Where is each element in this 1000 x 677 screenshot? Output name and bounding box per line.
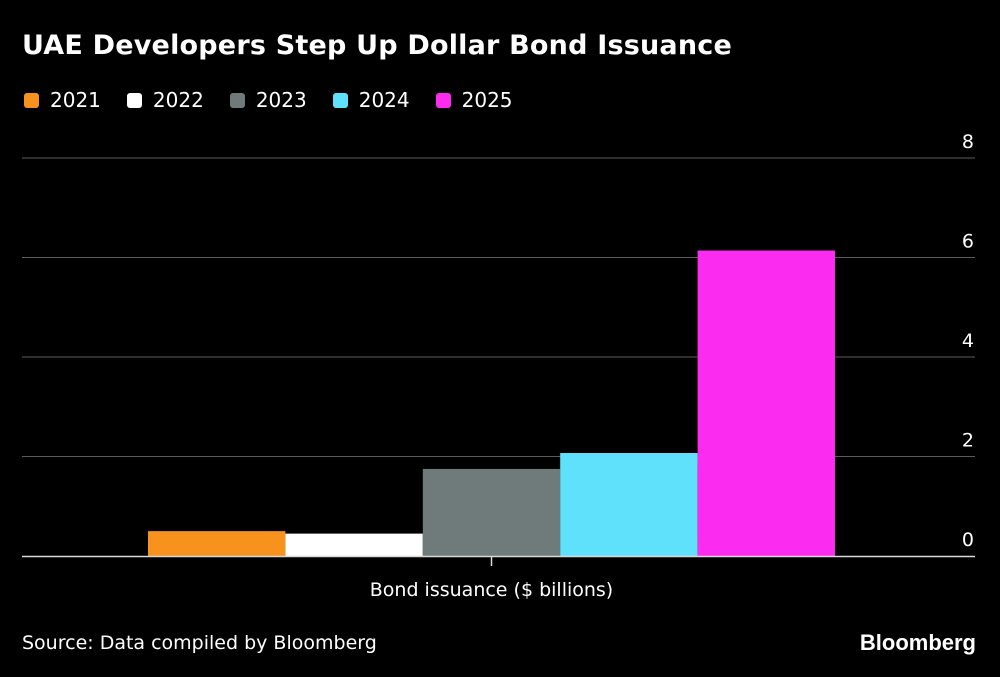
legend-swatch — [229, 92, 245, 108]
y-tick-label: 0 — [962, 529, 974, 551]
legend-label: 2023 — [255, 88, 307, 112]
legend-item-2021: 2021 — [24, 88, 101, 112]
bar-2024 — [560, 453, 698, 556]
bars — [148, 250, 835, 556]
legend-label: 2025 — [461, 88, 513, 112]
y-tick-label: 6 — [962, 231, 974, 253]
legend-label: 2022 — [152, 88, 204, 112]
legend-item-2022: 2022 — [126, 88, 204, 112]
legend-item-2023: 2023 — [229, 88, 307, 112]
legend-label: 2024 — [358, 88, 410, 112]
x-axis-label: Bond issuance ($ billions) — [370, 579, 613, 601]
legend-item-2024: 2024 — [332, 88, 410, 112]
source-note: Source: Data compiled by Bloomberg — [22, 632, 377, 654]
chart-title: UAE Developers Step Up Dollar Bond Issua… — [22, 30, 732, 61]
legend-item-2025: 2025 — [435, 88, 513, 112]
axis-labels: 0 2 4 6 8 Bond issuance ($ billions) — [370, 131, 974, 601]
legend-label: 2021 — [50, 88, 101, 112]
legend-swatch — [24, 92, 39, 108]
bar-2023 — [422, 468, 561, 556]
x-axis — [22, 555, 975, 566]
bar-2022 — [285, 533, 423, 556]
bar-2025 — [697, 250, 835, 556]
legend-swatch — [126, 92, 142, 108]
legend: 2021 2022 2023 2024 2025 — [24, 88, 539, 112]
bar-2021 — [148, 531, 286, 556]
y-tick-label: 8 — [962, 131, 974, 153]
bloomberg-logo: Bloomberg — [859, 630, 976, 655]
legend-swatch — [435, 92, 451, 108]
legend-swatch — [332, 92, 348, 108]
y-tick-label: 4 — [962, 330, 974, 352]
y-tick-label: 2 — [962, 430, 974, 452]
